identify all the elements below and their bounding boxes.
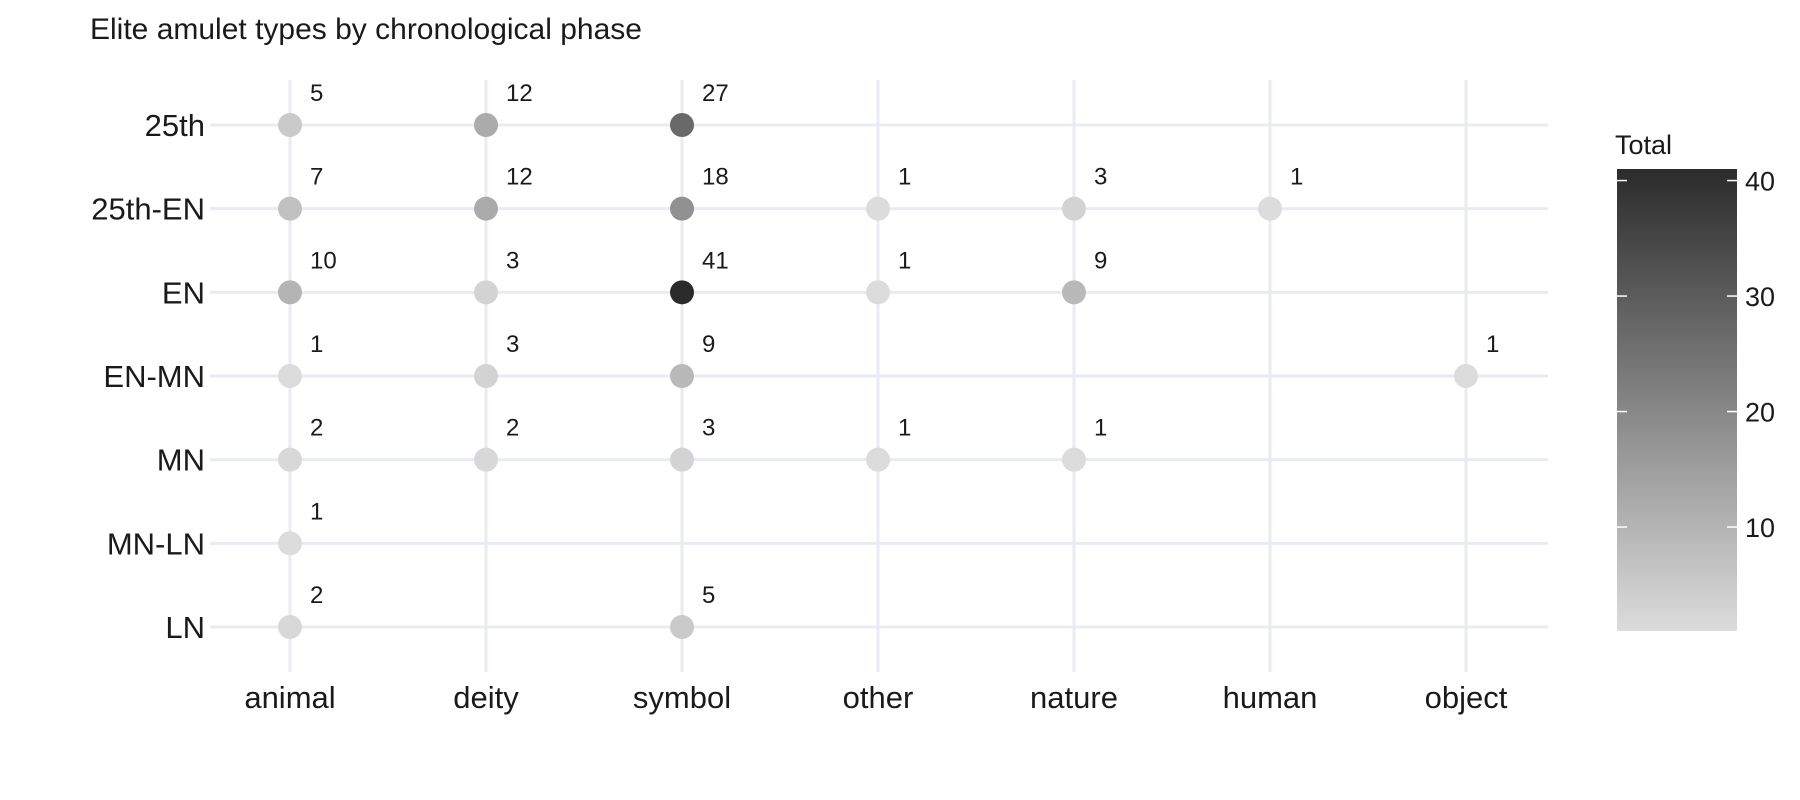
data-point — [670, 364, 694, 389]
data-label: 9 — [1094, 247, 1107, 274]
data-label: 18 — [702, 164, 729, 191]
data-label: 3 — [702, 415, 715, 442]
data-points: 5 12 277 12 18 1 3 110 3 41 1 91 3 9 12 2 3 1 112 5 — [278, 80, 1499, 640]
data-point — [670, 447, 694, 472]
data-point — [670, 280, 694, 305]
y-tick-label: MN-LN — [107, 526, 205, 561]
data-label: 2 — [506, 415, 519, 442]
x-tick-label: other — [843, 680, 914, 715]
data-point — [866, 280, 890, 305]
data-point — [278, 531, 302, 556]
legend-title: Total — [1615, 130, 1672, 160]
data-point — [1062, 280, 1086, 305]
data-label: 2 — [310, 415, 323, 442]
data-point — [278, 196, 302, 221]
grid — [210, 80, 1548, 672]
y-tick-label: EN-MN — [103, 359, 205, 394]
data-point — [1258, 196, 1282, 221]
data-label: 1 — [1486, 331, 1499, 358]
data-label: 3 — [1094, 164, 1107, 191]
data-point — [278, 280, 302, 305]
data-point — [278, 615, 302, 640]
data-point — [866, 447, 890, 472]
data-point — [474, 196, 498, 221]
data-point — [474, 113, 498, 137]
data-point — [1062, 196, 1086, 221]
data-label: 2 — [310, 582, 323, 609]
data-label: 3 — [506, 331, 519, 358]
data-label: 1 — [898, 415, 911, 442]
data-point — [1454, 364, 1478, 389]
data-label: 12 — [506, 164, 533, 191]
data-point — [1062, 447, 1086, 472]
data-label: 12 — [506, 80, 533, 107]
data-point — [866, 196, 890, 221]
chart-title: Elite amulet types by chronological phas… — [90, 13, 642, 46]
data-label: 1 — [310, 331, 323, 358]
y-axis-ticks: 25th 25th-EN EN EN-MN MN MN-LN LN — [91, 108, 205, 645]
data-label: 41 — [702, 247, 729, 274]
data-label: 1 — [1290, 164, 1303, 191]
data-label: 5 — [310, 80, 323, 107]
legend-tick-label: 20 — [1745, 398, 1775, 428]
data-point — [474, 280, 498, 305]
data-label: 5 — [702, 582, 715, 609]
y-tick-label: 25th-EN — [91, 192, 205, 227]
x-axis-ticks: animal deity symbol other nature human object — [244, 680, 1507, 715]
data-point — [670, 113, 694, 137]
legend-tick-label: 10 — [1745, 513, 1775, 543]
data-point — [474, 447, 498, 472]
data-point — [670, 615, 694, 640]
x-tick-label: symbol — [633, 680, 731, 715]
data-label: 1 — [898, 164, 911, 191]
data-label: 1 — [898, 247, 911, 274]
legend-colorbar — [1617, 169, 1737, 631]
x-tick-label: nature — [1030, 680, 1118, 715]
y-tick-label: EN — [162, 275, 205, 310]
data-label: 1 — [1094, 415, 1107, 442]
data-point — [474, 364, 498, 389]
y-tick-label: LN — [165, 610, 205, 645]
data-point — [278, 113, 302, 137]
x-tick-label: deity — [453, 680, 519, 715]
data-point — [278, 364, 302, 389]
legend-tick-label: 30 — [1745, 282, 1775, 312]
data-label: 3 — [506, 247, 519, 274]
data-point — [670, 196, 694, 221]
data-label: 1 — [310, 498, 323, 525]
x-tick-label: object — [1425, 680, 1508, 715]
data-point — [278, 447, 302, 472]
data-label: 10 — [310, 247, 337, 274]
y-tick-label: 25th — [145, 108, 205, 143]
legend-tick-label: 40 — [1745, 167, 1775, 197]
data-label: 7 — [310, 164, 323, 191]
data-label: 27 — [702, 80, 729, 107]
x-tick-label: human — [1223, 680, 1318, 715]
data-label: 9 — [702, 331, 715, 358]
y-tick-label: MN — [157, 443, 205, 478]
color-legend: Total 10 20 30 40 — [1615, 130, 1775, 631]
x-tick-label: animal — [244, 680, 335, 715]
